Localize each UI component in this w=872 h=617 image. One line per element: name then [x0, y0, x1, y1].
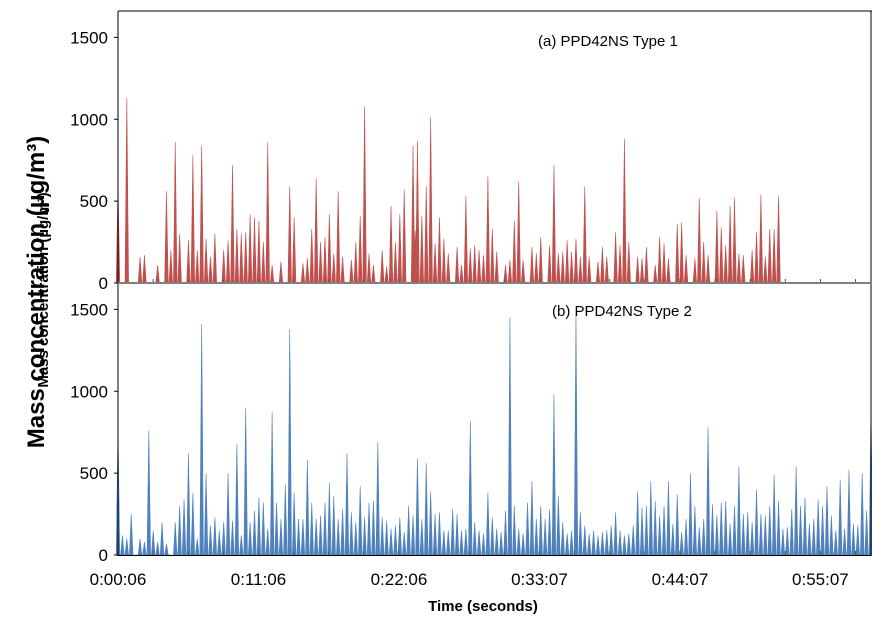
x-tick-label: 0:44:07 [652, 570, 709, 589]
y-tick-label: 1000 [70, 110, 108, 129]
y-tick-label: 500 [80, 192, 108, 211]
panel-a: 0 500 1000 1500 (a) PPD42NS Type 1 [70, 28, 781, 293]
y-axis-label-main: Mass concentration (µg/m³) [23, 136, 50, 449]
panel-a-title: (a) PPD42NS Type 1 [538, 33, 678, 50]
y-tick-label: 1000 [70, 382, 108, 401]
x-tick-label: 0:11:06 [231, 570, 286, 589]
panel-b: 0 500 1000 1500 0:00:06 0:11:06 0:22:06 0:33:0… [70, 279, 872, 589]
y-axis-ticks-b: 0 500 1000 1500 [70, 300, 118, 565]
panel-b-title: (b) PPD42NS Type 2 [552, 303, 692, 320]
x-tick-label: 0:00:06 [90, 570, 147, 589]
y-tick-label: 1500 [70, 300, 108, 319]
x-axis-ticks: 0:00:06 0:11:06 0:22:06 0:33:07 0:44:07 0:55:… [90, 279, 857, 589]
y-axis-ticks-a: 0 500 1000 1500 [70, 28, 118, 293]
y-tick-label: 500 [80, 464, 108, 483]
x-tick-label: 0:55:07 [792, 570, 849, 589]
y-tick-label: 0 [99, 274, 108, 293]
y-tick-label: 1500 [70, 28, 108, 47]
x-tick-label: 0:22:06 [371, 570, 428, 589]
x-tick-label: 0:33:07 [511, 570, 568, 589]
y-tick-label: 0 [99, 546, 108, 565]
x-axis-label: Time (seconds) [428, 598, 538, 615]
y-axis-label-overlay: Mass concentration (µg/m³) [35, 192, 52, 387]
